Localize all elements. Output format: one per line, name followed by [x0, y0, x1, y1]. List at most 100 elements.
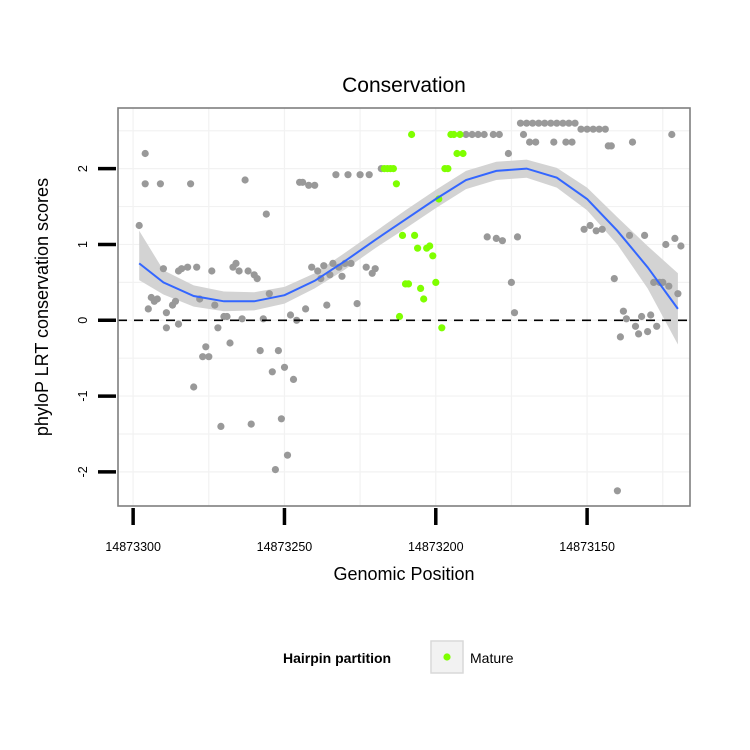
point-other — [526, 138, 534, 146]
point-other — [492, 234, 500, 242]
point-mature — [432, 278, 440, 286]
point-other — [274, 347, 282, 355]
series-other-points — [135, 119, 685, 495]
point-mature — [456, 130, 464, 139]
point-mature — [459, 149, 467, 158]
point-other — [226, 339, 234, 347]
point-other — [286, 311, 295, 319]
point-other — [571, 119, 579, 127]
panel-border — [117, 107, 691, 507]
point-other — [638, 312, 646, 321]
point-other — [513, 233, 522, 241]
point-mature — [450, 130, 458, 139]
point-other — [232, 259, 240, 267]
point-other — [332, 171, 340, 179]
point-other — [156, 180, 164, 188]
point-other — [519, 130, 528, 139]
point-other — [205, 353, 213, 361]
point-other — [141, 149, 149, 158]
point-other — [613, 487, 622, 495]
y-axis-ticks: -2 -1 0 1 2 — [76, 165, 116, 477]
legend-title: Hairpin partition — [283, 650, 391, 666]
point-other — [550, 138, 558, 146]
point-mature — [444, 165, 452, 173]
point-other — [628, 138, 637, 146]
point-other — [199, 353, 207, 361]
y-tick-label: -1 — [76, 390, 90, 401]
point-other — [665, 282, 673, 290]
point-other — [247, 420, 255, 428]
series-mature-points — [380, 130, 467, 332]
point-other — [344, 171, 352, 179]
point-other — [211, 301, 219, 309]
point-other — [592, 227, 600, 235]
point-other — [208, 267, 216, 275]
point-other — [174, 320, 183, 328]
point-mature — [398, 231, 407, 239]
point-other — [529, 119, 537, 127]
y-tick-label: 2 — [76, 165, 90, 172]
point-other — [353, 300, 361, 308]
point-other — [674, 290, 682, 298]
point-other — [311, 181, 319, 189]
point-other — [559, 119, 567, 127]
point-other — [338, 272, 346, 280]
point-other — [631, 322, 640, 330]
point-other — [577, 125, 585, 133]
point-mature — [429, 252, 437, 260]
point-other — [622, 315, 631, 323]
point-other — [241, 176, 249, 184]
point-other — [677, 242, 685, 250]
point-other — [607, 142, 615, 150]
point-other — [483, 233, 491, 241]
point-other — [268, 368, 276, 376]
point-other — [365, 171, 373, 179]
smooth-trend-line — [138, 167, 679, 310]
x-axis-title: Genomic Position — [333, 564, 474, 584]
point-other — [184, 263, 192, 271]
point-other — [523, 119, 531, 127]
y-tick-label: -2 — [76, 466, 90, 477]
point-other — [271, 466, 279, 474]
point-other — [141, 180, 149, 188]
point-other — [595, 125, 603, 133]
point-other — [320, 262, 328, 270]
point-mature — [395, 312, 404, 321]
point-other — [265, 290, 273, 298]
point-other — [504, 149, 512, 158]
point-other — [532, 138, 540, 146]
point-other — [462, 130, 470, 139]
point-mature — [392, 180, 400, 188]
point-other — [625, 231, 634, 239]
point-other — [162, 324, 170, 332]
point-other — [510, 309, 519, 317]
point-other — [159, 265, 167, 273]
point-other — [580, 225, 588, 233]
point-mature — [414, 244, 422, 252]
point-mature — [411, 231, 419, 239]
point-other — [598, 225, 606, 233]
point-mature — [417, 284, 425, 292]
point-other — [535, 119, 543, 127]
chart-title: Conservation — [342, 74, 466, 97]
point-other — [256, 347, 264, 355]
point-other — [583, 125, 591, 133]
point-other — [244, 267, 252, 275]
point-other — [280, 363, 289, 371]
x-tick-label: 14873150 — [559, 540, 615, 554]
y-tick-label: 1 — [76, 241, 90, 248]
point-other — [314, 267, 322, 275]
legend-key-mature-point — [443, 653, 451, 661]
point-other — [259, 315, 267, 323]
point-other — [586, 221, 594, 230]
point-other — [135, 221, 143, 230]
point-other — [356, 171, 364, 179]
point-other — [553, 119, 561, 127]
point-other — [262, 210, 270, 218]
point-other — [507, 278, 515, 286]
point-other — [589, 125, 597, 133]
point-other — [171, 297, 180, 305]
y-tick-label: 0 — [76, 317, 90, 324]
point-other — [190, 383, 198, 391]
